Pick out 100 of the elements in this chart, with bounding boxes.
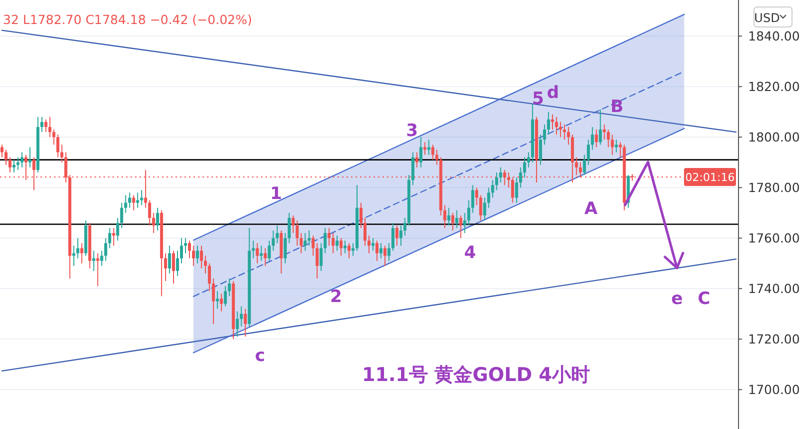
candlestick bbox=[614, 139, 618, 153]
candlestick bbox=[423, 142, 426, 156]
annotation: 32 L1782.70 C1784.18 −0.42 (−0.02%) bbox=[3, 12, 252, 27]
candlestick bbox=[288, 212, 291, 244]
candlestick bbox=[387, 242, 390, 262]
candlestick bbox=[140, 190, 144, 206]
candlestick bbox=[4, 149, 8, 166]
candlestick bbox=[523, 156, 526, 178]
candlestick bbox=[12, 159, 16, 173]
candlestick bbox=[28, 146, 32, 168]
candlestick bbox=[511, 177, 514, 204]
text: 11.1号 黄金GOLD 4小时 bbox=[362, 364, 590, 386]
candlestick bbox=[348, 242, 351, 259]
annotation: d bbox=[546, 83, 560, 103]
candlestick bbox=[360, 202, 363, 229]
candlestick bbox=[156, 207, 160, 232]
candlestick bbox=[582, 154, 586, 176]
candlestick bbox=[304, 232, 307, 252]
candlestick bbox=[543, 124, 546, 146]
candlestick bbox=[132, 194, 136, 211]
candlestick bbox=[411, 152, 414, 186]
candlestick bbox=[96, 252, 100, 287]
candlestick bbox=[48, 116, 52, 138]
candlestick bbox=[208, 262, 211, 292]
candlestick bbox=[16, 156, 20, 170]
candlestick bbox=[212, 278, 215, 324]
candlestick bbox=[352, 242, 355, 256]
candlestick bbox=[399, 224, 402, 246]
candlestick bbox=[296, 220, 299, 246]
candlestick bbox=[447, 207, 450, 226]
candlestick bbox=[300, 232, 303, 254]
candlestick bbox=[228, 278, 231, 297]
candlestick bbox=[495, 172, 498, 191]
candlestick bbox=[586, 139, 590, 166]
candlestick bbox=[590, 126, 594, 150]
candlestick bbox=[256, 242, 259, 264]
candlestick bbox=[443, 204, 446, 229]
candlestick bbox=[204, 255, 207, 274]
text: USD bbox=[754, 11, 780, 25]
candlestick bbox=[308, 230, 311, 246]
candlestick bbox=[8, 156, 12, 173]
y-tick-label: 1780.00 bbox=[748, 180, 800, 196]
candlestick bbox=[364, 217, 367, 246]
candlestick bbox=[260, 245, 263, 262]
annotation: 1 bbox=[270, 184, 282, 204]
candlestick bbox=[20, 152, 24, 168]
candlestick bbox=[566, 126, 570, 146]
candlestick bbox=[176, 250, 180, 276]
candlestick bbox=[252, 240, 255, 259]
candlestick bbox=[499, 166, 502, 184]
annotation: 4 bbox=[464, 243, 476, 263]
candlestick bbox=[224, 286, 227, 307]
annotation: c bbox=[254, 346, 266, 366]
candlestick bbox=[196, 245, 199, 264]
candlestick bbox=[368, 235, 370, 254]
y-tick-label: 1720.00 bbox=[748, 332, 800, 347]
y-tick-label: 1740.00 bbox=[748, 281, 800, 296]
candlestick bbox=[312, 235, 315, 256]
candlestick bbox=[292, 214, 295, 234]
candlestick bbox=[240, 306, 243, 327]
candlestick bbox=[427, 139, 430, 156]
candlestick bbox=[539, 134, 542, 166]
candlestick bbox=[192, 245, 195, 266]
candlestick bbox=[475, 187, 478, 206]
candlestick bbox=[164, 252, 168, 282]
candlestick bbox=[395, 224, 398, 246]
candlestick bbox=[547, 111, 550, 136]
candlestick bbox=[479, 194, 482, 221]
candlestick bbox=[379, 242, 382, 259]
candlestick bbox=[320, 242, 323, 272]
candlestick bbox=[328, 228, 331, 246]
annotation: B bbox=[610, 97, 624, 117]
candlestick bbox=[391, 222, 394, 252]
candlestick bbox=[483, 197, 486, 221]
y-tick-label: 1800.00 bbox=[748, 130, 800, 145]
candlestick bbox=[52, 129, 56, 146]
candlestick bbox=[558, 121, 562, 138]
candlestick bbox=[562, 124, 566, 140]
candlestick bbox=[188, 240, 191, 259]
candlestick bbox=[168, 245, 172, 274]
candlestick bbox=[108, 228, 112, 249]
candlestick bbox=[128, 192, 132, 208]
annotation: 5 bbox=[532, 89, 544, 109]
candlestick bbox=[375, 240, 378, 262]
candlestick bbox=[200, 245, 203, 269]
candlestick bbox=[60, 144, 64, 163]
candlestick bbox=[515, 177, 518, 204]
candlestick bbox=[268, 240, 271, 262]
candlestick bbox=[471, 184, 474, 214]
candlestick bbox=[152, 212, 156, 234]
candlestick bbox=[519, 166, 522, 188]
y-tick-label: 1760.00 bbox=[748, 230, 800, 246]
candlestick bbox=[264, 248, 267, 266]
candlestick bbox=[100, 250, 104, 266]
candlestick bbox=[0, 144, 4, 158]
candlestick bbox=[104, 238, 108, 262]
candlestick bbox=[332, 232, 335, 254]
candlestick bbox=[244, 308, 247, 338]
candlestick bbox=[172, 250, 176, 284]
candlestick bbox=[112, 228, 116, 246]
